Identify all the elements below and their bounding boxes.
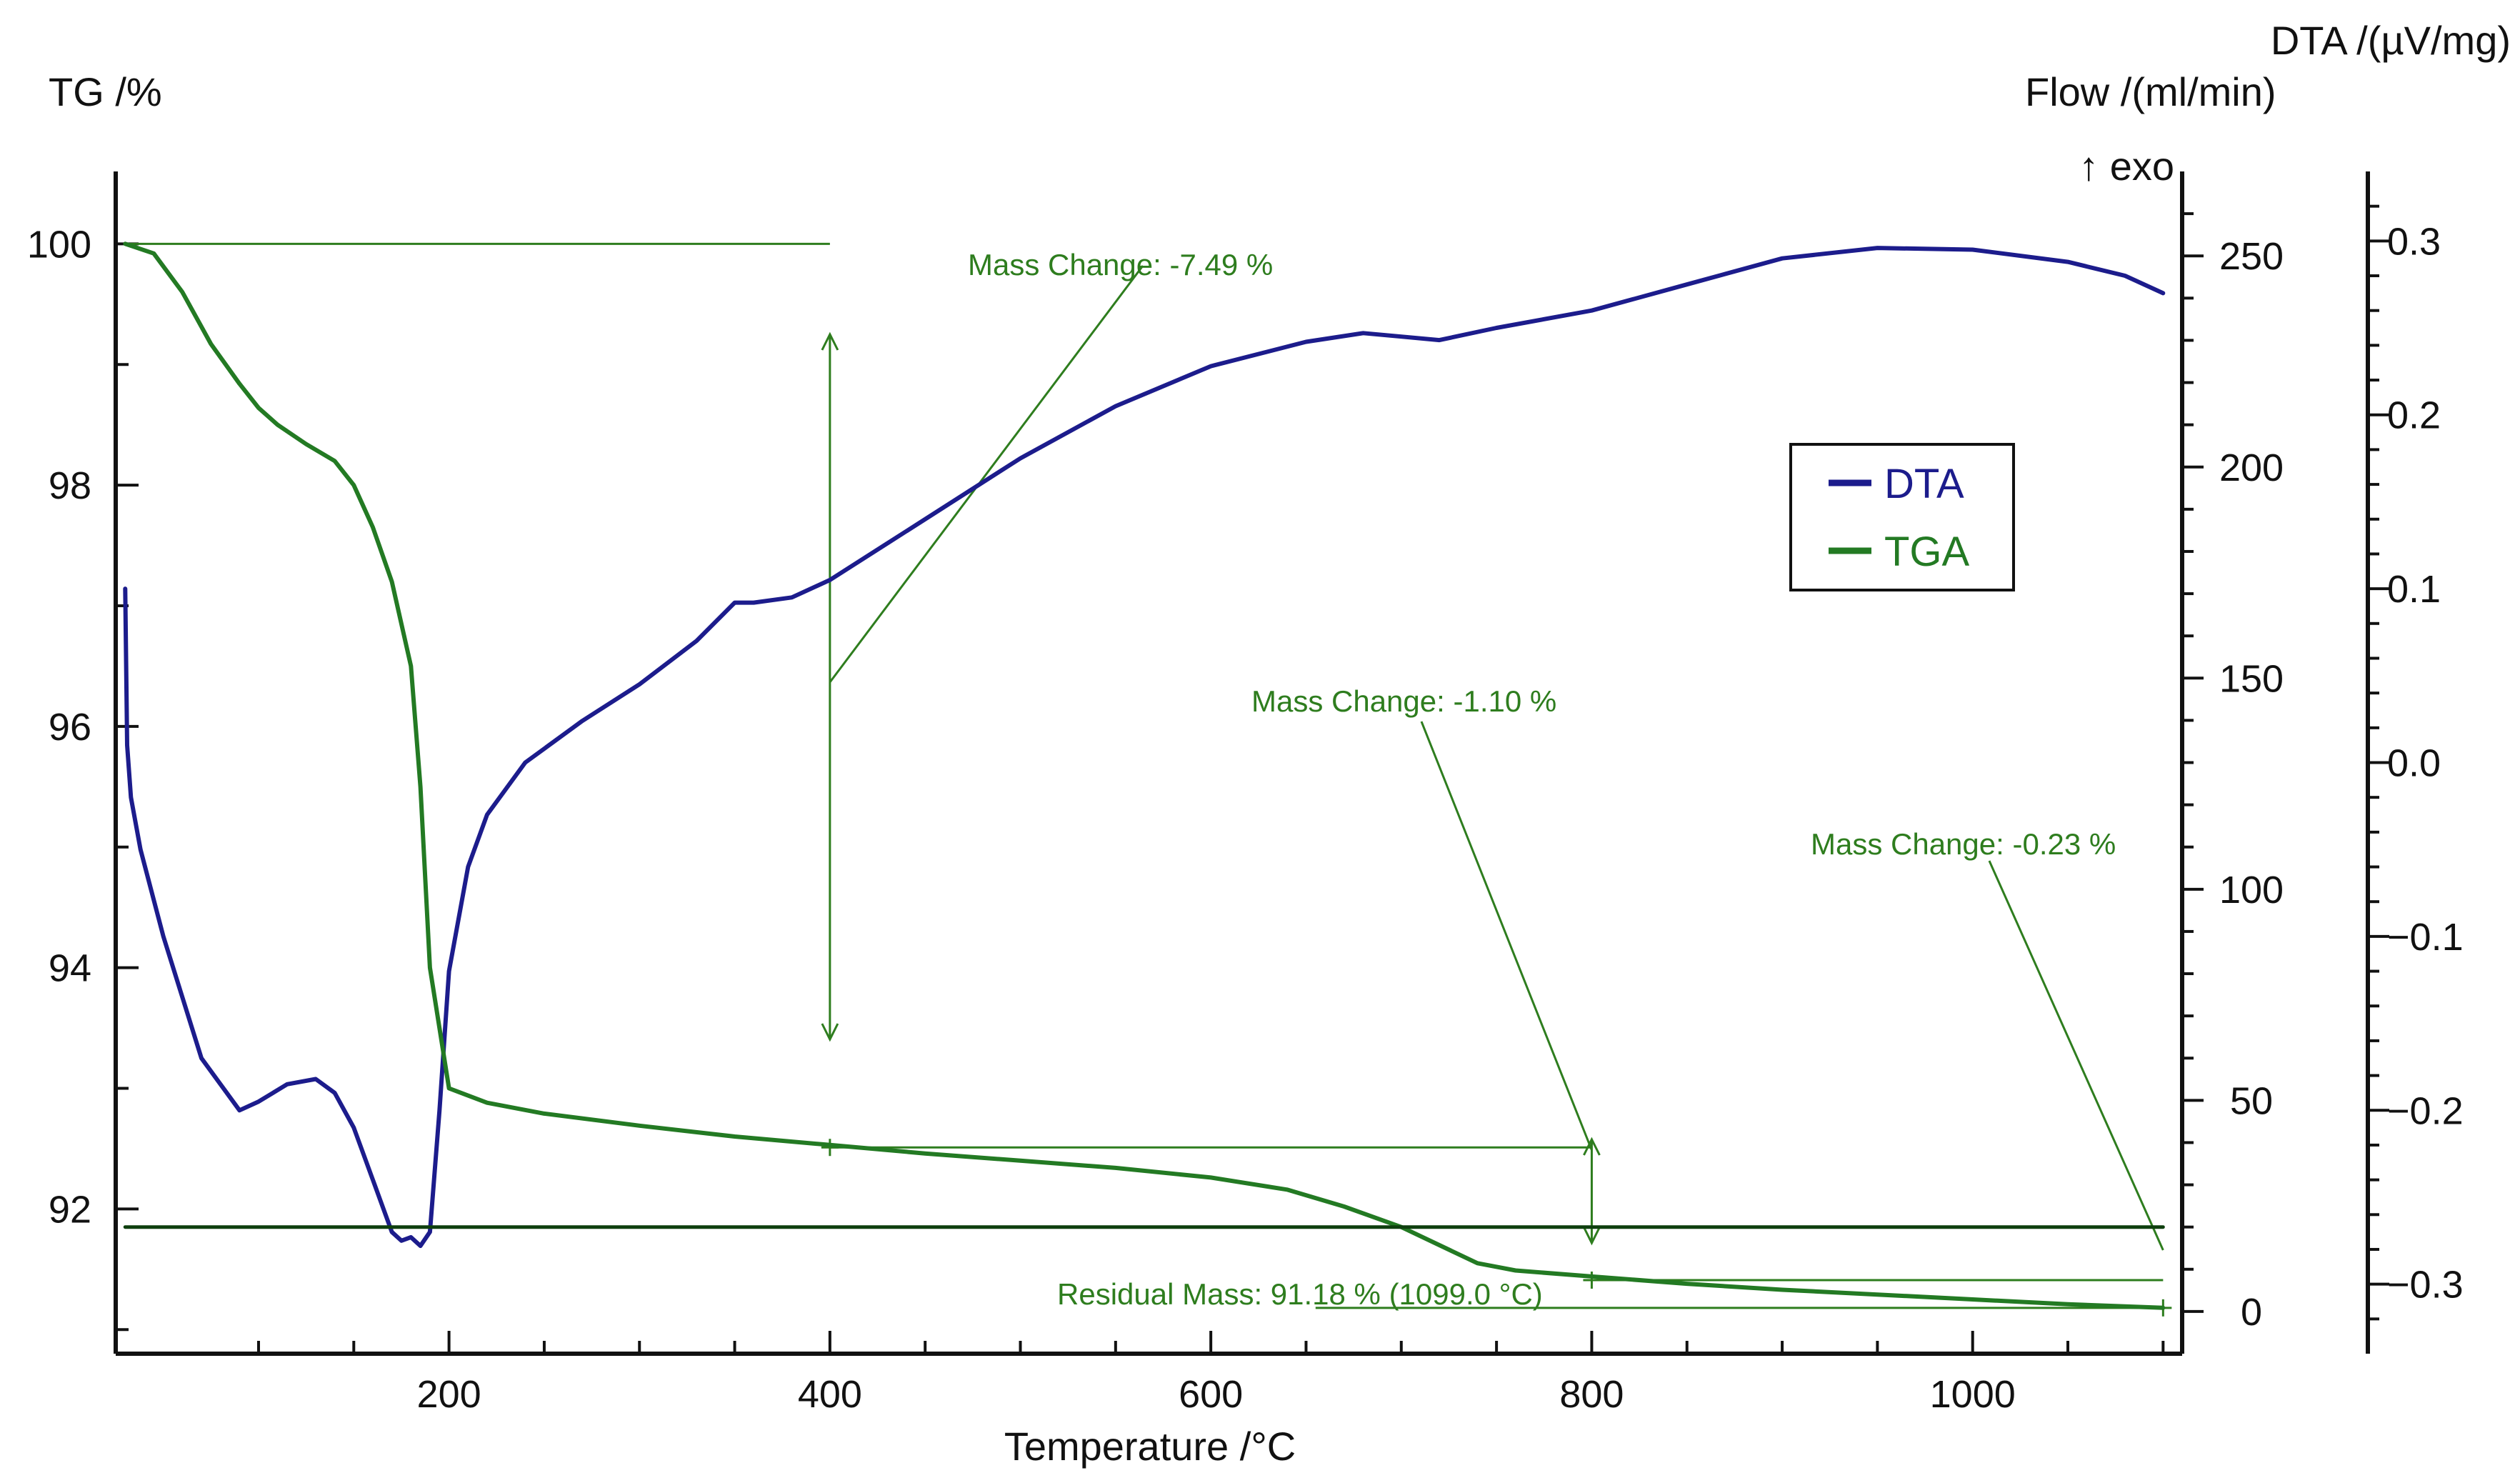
dta-tick-label: 0.1 (2387, 568, 2441, 611)
dta-tick-label: −0.2 (2387, 1089, 2464, 1132)
dta-tick-label: −0.1 (2387, 916, 2464, 959)
x-tick-label: 200 (417, 1373, 481, 1416)
residual-mass-label: Residual Mass: 91.18 % (1099.0 °C) (1057, 1277, 1543, 1311)
tg-tick-label: 92 (49, 1188, 91, 1231)
x-axis-title: Temperature /°C (1004, 1424, 1296, 1469)
step2-arrow-head (1583, 1137, 1601, 1156)
tg-tick-label: 96 (49, 706, 91, 749)
flow-ticks: 0 50 100 150 200 250 (2182, 212, 2284, 1334)
legend-box (1789, 443, 2015, 591)
x-ticks: 200 400 600 800 1000 (256, 1331, 2165, 1416)
mass-step-markers (125, 242, 2172, 1317)
flow-tick-label: 200 (2219, 446, 2284, 489)
tg-axis-title: TG /% (49, 69, 162, 114)
tg-tick-label: 94 (49, 947, 91, 990)
dta-ticks: −0.3 −0.2 −0.1 0.0 0.1 0.2 0.3 (2368, 204, 2464, 1321)
dta-tick-label: 0.3 (2387, 220, 2441, 263)
axes (114, 171, 2370, 1356)
step2-leader-line (1420, 721, 1593, 1151)
dta-axis-title: DTA /(µV/mg) (2271, 18, 2511, 63)
step1-arrow-head (821, 1023, 839, 1042)
tg-tick-label: 98 (49, 464, 91, 507)
series-layer (123, 241, 2166, 1310)
step1-arrow-head (821, 331, 839, 351)
x-tick-label: 800 (1559, 1373, 1624, 1416)
flow-tick-label: 0 (2241, 1291, 2262, 1334)
mass-change-label-3: Mass Change: -0.23 % (1811, 827, 2116, 861)
step3-leader-line (1988, 860, 2164, 1251)
exo-direction-label: ↑ exo (2079, 144, 2174, 189)
step2-arrow-head (1583, 1227, 1601, 1246)
mass-change-label-2: Mass Change: -1.10 % (1251, 684, 1556, 718)
series-line-dta (123, 246, 2166, 1249)
flow-tick-label: 250 (2219, 235, 2284, 278)
x-tick-label: 1000 (1930, 1373, 2016, 1416)
step1-leader-line (829, 265, 1144, 683)
tg-ticks: 92 94 96 98 100 (27, 223, 139, 1332)
flow-axis-title: Flow /(ml/min) (2025, 69, 2276, 114)
tg-tick-label: 100 (27, 223, 91, 266)
x-tick-label: 400 (798, 1373, 862, 1416)
dta-tick-label: −0.3 (2387, 1264, 2464, 1307)
mass-change-label-1: Mass Change: -7.49 % (968, 248, 1273, 281)
dta-tick-label: 0.0 (2387, 742, 2441, 785)
series-line-tga (123, 241, 2166, 1310)
legend-label-tga: TGA (1884, 529, 1970, 575)
legend: DTA TGA (1789, 443, 2015, 591)
x-tick-label: 600 (1179, 1373, 1243, 1416)
dta-tick-label: 0.2 (2387, 394, 2441, 437)
flow-tick-label: 150 (2219, 657, 2284, 700)
legend-label-dta: DTA (1884, 461, 1964, 507)
flow-tick-label: 50 (2230, 1079, 2273, 1122)
flow-tick-label: 100 (2219, 869, 2284, 912)
